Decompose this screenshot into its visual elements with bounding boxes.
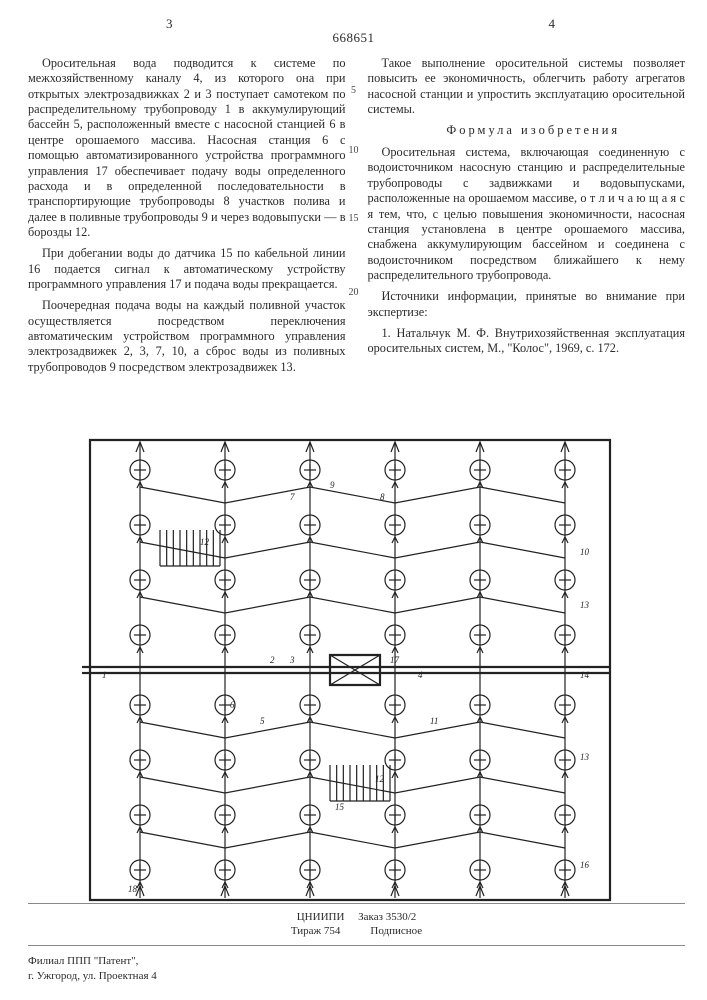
svg-text:14: 14 bbox=[580, 670, 590, 680]
svg-text:8: 8 bbox=[380, 492, 385, 502]
svg-text:1: 1 bbox=[102, 670, 107, 680]
claim-paragraph: Оросительная система, включающая соедине… bbox=[368, 145, 686, 283]
page-footer: ЦНИИПИ Заказ 3530/2 Тираж 754 Подписное … bbox=[28, 897, 685, 984]
svg-text:9: 9 bbox=[330, 480, 335, 490]
footer-line-1: ЦНИИПИ Заказ 3530/2 bbox=[28, 910, 685, 925]
document-number: 668651 bbox=[333, 30, 375, 46]
source-item: 1. Натальчук М. Ф. Внутрихозяйственная э… bbox=[368, 326, 686, 357]
svg-text:16: 16 bbox=[580, 860, 590, 870]
irrigation-diagram: 9781210131231741465111312151816 bbox=[80, 430, 620, 910]
svg-text:12: 12 bbox=[375, 774, 385, 784]
footer-address: Филиал ППП "Патент", г. Ужгород, ул. Про… bbox=[28, 954, 685, 984]
svg-text:12: 12 bbox=[200, 537, 210, 547]
left-column: Оросительная вода подводится к системе п… bbox=[28, 56, 346, 381]
diagram-svg: 9781210131231741465111312151816 bbox=[80, 430, 620, 910]
svg-text:10: 10 bbox=[580, 547, 590, 557]
footer-rule bbox=[28, 945, 685, 946]
svg-text:5: 5 bbox=[260, 716, 265, 726]
svg-text:2: 2 bbox=[270, 655, 275, 665]
page-num-left: 3 bbox=[166, 16, 173, 32]
formula-heading: Формула изобретения bbox=[368, 123, 686, 139]
right-column: Такое выполнение оросительной системы по… bbox=[368, 56, 686, 381]
svg-text:18: 18 bbox=[128, 884, 138, 894]
svg-text:11: 11 bbox=[430, 716, 438, 726]
footer-tirage: Тираж 754 bbox=[291, 924, 341, 939]
svg-text:4: 4 bbox=[418, 670, 423, 680]
footer-org: ЦНИИПИ bbox=[297, 911, 345, 923]
paragraph: При добегании воды до датчика 15 по кабе… bbox=[28, 246, 346, 292]
footer-line-2: Тираж 754 Подписное bbox=[28, 924, 685, 939]
footer-addr-2: г. Ужгород, ул. Проектная 4 bbox=[28, 969, 685, 984]
page-num-right: 4 bbox=[549, 16, 556, 32]
footer-order: Заказ 3530/2 bbox=[358, 911, 416, 923]
paragraph: Такое выполнение оросительной системы по… bbox=[368, 56, 686, 117]
svg-text:13: 13 bbox=[580, 752, 590, 762]
svg-text:7: 7 bbox=[290, 492, 295, 502]
svg-text:17: 17 bbox=[390, 655, 400, 665]
paragraph: Поочередная подача воды на каждый поливн… bbox=[28, 298, 346, 375]
footer-addr-1: Филиал ППП "Патент", bbox=[28, 954, 685, 969]
svg-text:13: 13 bbox=[580, 600, 590, 610]
text-columns: Оросительная вода подводится к системе п… bbox=[28, 56, 685, 381]
svg-text:3: 3 bbox=[289, 655, 295, 665]
footer-sub: Подписное bbox=[370, 924, 422, 939]
svg-text:15: 15 bbox=[335, 802, 345, 812]
svg-text:6: 6 bbox=[230, 700, 235, 710]
footer-rule bbox=[28, 903, 685, 904]
patent-page: 3 4 668651 5 10 15 20 Оросительная вода … bbox=[0, 0, 707, 1000]
paragraph: Оросительная вода подводится к системе п… bbox=[28, 56, 346, 240]
sources-heading: Источники информации, принятые во вниман… bbox=[368, 289, 686, 320]
